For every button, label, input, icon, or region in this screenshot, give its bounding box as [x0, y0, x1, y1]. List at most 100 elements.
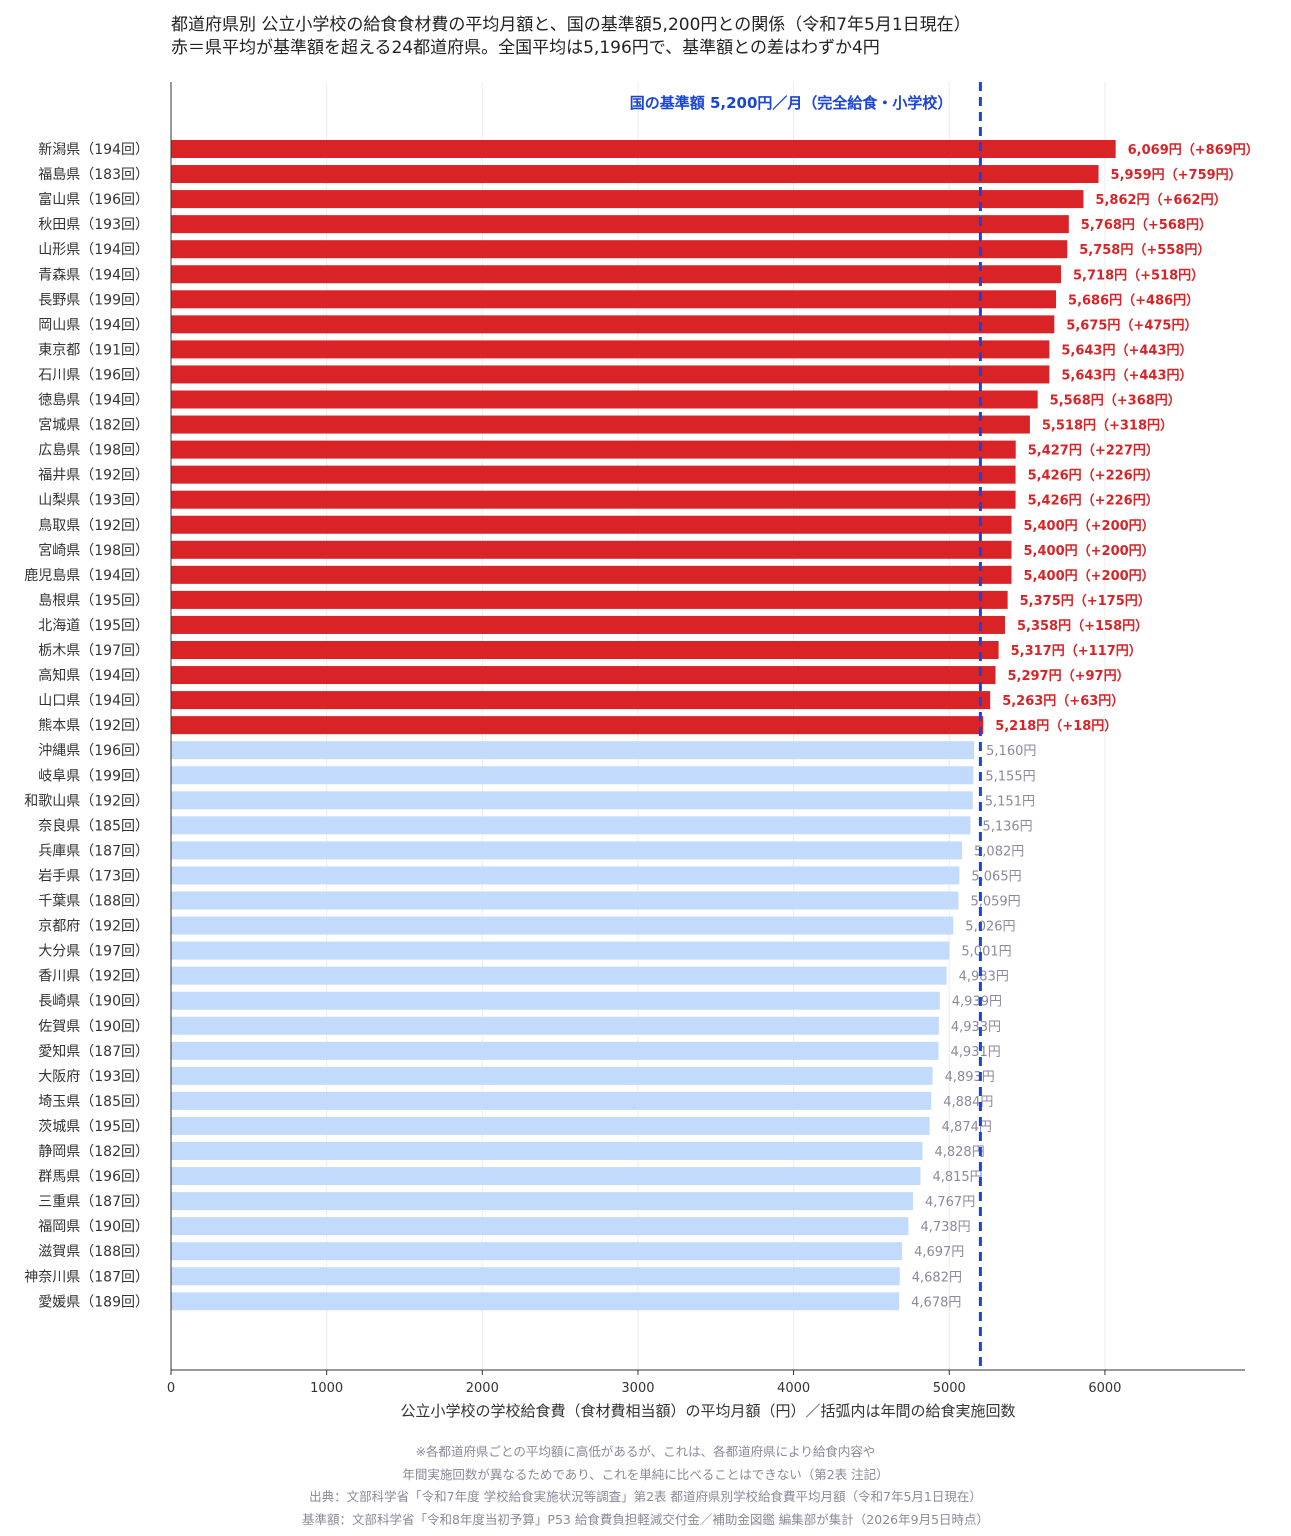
data-label-12: 5,427円（+227円）	[1028, 443, 1159, 459]
category-label-30: 千葉県（188回）	[38, 894, 149, 910]
x-axis-label: 公立小学校の学校給食費（食材費相当額）の平均月額（円）／括弧内は年間の給食実施回…	[400, 1402, 1015, 1420]
data-label-20: 5,317円（+117円）	[1011, 643, 1142, 659]
category-label-2: 富山県（196回）	[38, 191, 149, 208]
data-label-5: 5,718円（+518円）	[1073, 267, 1204, 283]
bar-22	[171, 691, 991, 710]
data-label-16: 5,400円（+200円）	[1024, 543, 1155, 559]
bar-38	[171, 1091, 932, 1110]
category-label-7: 岡山県（194回）	[38, 317, 149, 333]
note-baseline-source: 基準額：文部科学省「令和8年度当初予算」P53 給食費負担軽減交付金／補助金図鑑…	[301, 1511, 990, 1527]
data-label-31: 5,026円	[965, 920, 1015, 935]
category-label-1: 福島県（183回）	[38, 167, 149, 183]
category-label-0: 新潟県（194回）	[38, 142, 149, 158]
category-label-21: 高知県（194回）	[38, 667, 149, 684]
data-label-40: 4,828円	[934, 1145, 984, 1160]
category-label-27: 奈良県（185回）	[38, 818, 149, 834]
category-label-26: 和歌山県（192回）	[24, 793, 149, 809]
data-label-19: 5,358円（+158円）	[1017, 618, 1148, 634]
bar-39	[171, 1116, 930, 1135]
x-tick-label-3000: 3000	[621, 1381, 654, 1396]
data-label-7: 5,675円（+475円）	[1066, 317, 1197, 333]
data-label-35: 4,933円	[951, 1020, 1001, 1035]
data-label-30: 5,059円	[970, 895, 1020, 910]
category-label-44: 滋賀県（188回）	[38, 1244, 149, 1260]
category-label-5: 青森県（194回）	[38, 267, 149, 283]
bar-34	[171, 991, 940, 1010]
data-label-39: 4,874円	[942, 1120, 992, 1135]
bar-32	[171, 941, 950, 960]
category-label-18: 島根県（195回）	[38, 593, 149, 609]
data-label-11: 5,518円（+318円）	[1042, 418, 1173, 434]
bar-41	[171, 1167, 921, 1186]
data-label-36: 4,931円	[951, 1045, 1001, 1060]
category-label-37: 大阪府（193回）	[38, 1069, 149, 1085]
x-tick-label-1000: 1000	[310, 1381, 343, 1396]
bar-35	[171, 1016, 939, 1035]
data-label-33: 4,983円	[959, 970, 1009, 985]
data-label-45: 4,682円	[912, 1270, 962, 1285]
category-label-34: 長崎県（190回）	[38, 994, 149, 1010]
category-label-28: 兵庫県（187回）	[38, 842, 149, 859]
category-label-19: 北海道（195回）	[38, 618, 149, 634]
bar-25	[171, 766, 974, 785]
category-label-35: 佐賀県（190回）	[38, 1019, 149, 1035]
note-line-1: ※各都道府県ごとの平均額に高低があるが、これは、各都道府県により給食内容や	[415, 1444, 876, 1459]
category-label-36: 愛知県（187回）	[38, 1043, 149, 1060]
chart-title: 都道府県別 公立小学校の給食食材費の平均月額と、国の基準額5,200円との関係（…	[171, 14, 971, 60]
chart-notes: ※各都道府県ごとの平均額に高低があるが、これは、各都道府県により給食内容や 年間…	[0, 1441, 1291, 1531]
bar-3	[171, 215, 1069, 234]
bar-12	[171, 440, 1016, 459]
category-label-29: 岩手県（173回）	[38, 868, 149, 884]
data-label-27: 5,136円	[982, 819, 1032, 834]
data-label-9: 5,643円（+443円）	[1061, 367, 1192, 383]
data-label-25: 5,155円	[985, 769, 1035, 784]
category-label-45: 神奈川県（187回）	[24, 1269, 149, 1285]
bar-45	[171, 1267, 900, 1286]
chart-title-line2: 赤＝県平均が基準額を超える24都道府県。全国平均は5,196円で、基準額との差は…	[171, 38, 880, 58]
category-label-6: 長野県（199回）	[38, 292, 149, 308]
bar-14	[171, 490, 1016, 509]
data-label-13: 5,426円（+226円）	[1028, 468, 1159, 484]
bar-11	[171, 415, 1030, 434]
category-label-42: 三重県（187回）	[38, 1194, 149, 1210]
data-label-21: 5,297円（+97円）	[1007, 668, 1129, 684]
category-label-8: 東京都（191回）	[38, 342, 149, 358]
data-label-17: 5,400円（+200円）	[1024, 568, 1155, 584]
data-label-43: 4,738円	[920, 1220, 970, 1235]
data-label-44: 4,697円	[914, 1245, 964, 1260]
reference-line-label: 国の基準額 5,200円／月（完全給食・小学校）	[630, 94, 953, 112]
category-label-25: 岐阜県（199回）	[38, 767, 149, 784]
bar-5	[171, 265, 1062, 284]
bar-0	[171, 140, 1116, 158]
category-label-38: 埼玉県（185回）	[38, 1094, 149, 1110]
bar-43	[171, 1217, 909, 1236]
bar-9	[171, 365, 1050, 384]
bar-15	[171, 515, 1012, 534]
data-label-10: 5,568円（+368円）	[1050, 393, 1181, 409]
bar-46	[171, 1292, 900, 1311]
data-label-41: 4,815円	[932, 1170, 982, 1185]
category-label-22: 山口県（194回）	[38, 693, 149, 709]
data-label-32: 5,001円	[961, 945, 1011, 960]
bar-26	[171, 791, 973, 810]
bar-29	[171, 866, 960, 885]
note-line-2: 年間実施回数が異なるためであり、これを単純に比べることはできない（第2表 注記）	[402, 1466, 889, 1482]
data-label-6: 5,686円（+486円）	[1068, 292, 1199, 308]
category-label-17: 鹿児島県（194回）	[24, 567, 149, 584]
data-label-1: 5,959円（+759円）	[1111, 167, 1242, 183]
bar-8	[171, 340, 1050, 359]
x-tick-label-5000: 5000	[933, 1381, 966, 1396]
category-label-43: 福岡県（190回）	[38, 1219, 149, 1235]
category-label-12: 広島県（198回）	[38, 443, 149, 459]
bar-4	[171, 240, 1068, 259]
data-label-29: 5,065円	[971, 869, 1021, 884]
bar-28	[171, 841, 963, 860]
data-label-4: 5,758円（+558円）	[1079, 242, 1210, 258]
bar-10	[171, 390, 1038, 409]
category-label-24: 沖縄県（196回）	[38, 743, 149, 759]
bar-17	[171, 565, 1012, 584]
category-label-33: 香川県（192回）	[38, 969, 149, 985]
bar-31	[171, 916, 954, 935]
bar-40	[171, 1142, 923, 1160]
x-tick-label-2000: 2000	[466, 1381, 499, 1396]
